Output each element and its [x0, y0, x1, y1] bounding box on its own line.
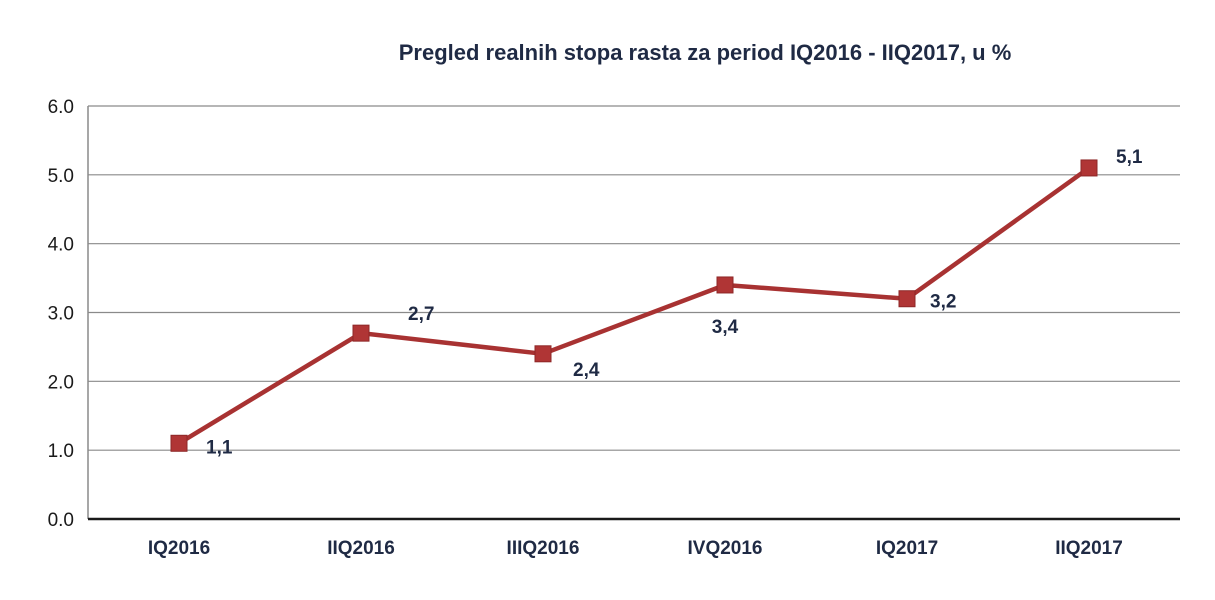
y-tick-label: 0.0	[48, 510, 74, 531]
x-tick-label: IVQ2016	[688, 538, 763, 559]
y-tick-label: 4.0	[48, 235, 74, 256]
y-tick-label: 6.0	[48, 97, 74, 118]
y-tick-label: 3.0	[48, 304, 74, 325]
axes	[87, 106, 1180, 521]
y-tick-label: 2.0	[48, 372, 74, 393]
y-tick-label: 5.0	[48, 166, 74, 187]
grid-lines	[88, 105, 1180, 451]
data-label: 3,2	[930, 292, 956, 313]
series-markers	[170, 159, 1098, 452]
data-label: 1,1	[206, 437, 233, 458]
x-tick-label: IQ2016	[148, 538, 210, 559]
chart-title: Pregled realnih stopa rasta za period IQ…	[399, 40, 1012, 65]
data-label: 2,7	[408, 304, 434, 325]
x-axis-ticks: IQ2016 IIQ2016 IIIQ2016 IVQ2016 IQ2017 IIQ201…	[148, 538, 1123, 559]
data-label: 5,1	[1116, 147, 1143, 168]
y-axis-ticks: 0.0 1.0 2.0 3.0 4.0 5.0 6.0	[48, 97, 74, 531]
data-point-marker	[898, 290, 916, 308]
data-point-marker	[534, 345, 552, 363]
series-line	[177, 166, 1091, 446]
data-label: 3,4	[712, 317, 739, 338]
data-point-marker	[352, 324, 370, 342]
x-tick-label: IQ2017	[876, 538, 938, 559]
data-point-marker	[1080, 159, 1098, 177]
x-tick-label: IIQ2017	[1055, 538, 1123, 559]
data-labels: 1,1 2,7 2,4 3,4 3,2 5,1	[206, 147, 1143, 458]
x-tick-label: IIIQ2016	[507, 538, 580, 559]
data-point-marker	[716, 276, 734, 294]
data-point-marker	[170, 434, 188, 452]
series-line-path	[177, 166, 1091, 446]
y-tick-label: 1.0	[48, 441, 74, 462]
data-label: 2,4	[573, 360, 600, 381]
x-tick-label: IIQ2016	[327, 538, 395, 559]
